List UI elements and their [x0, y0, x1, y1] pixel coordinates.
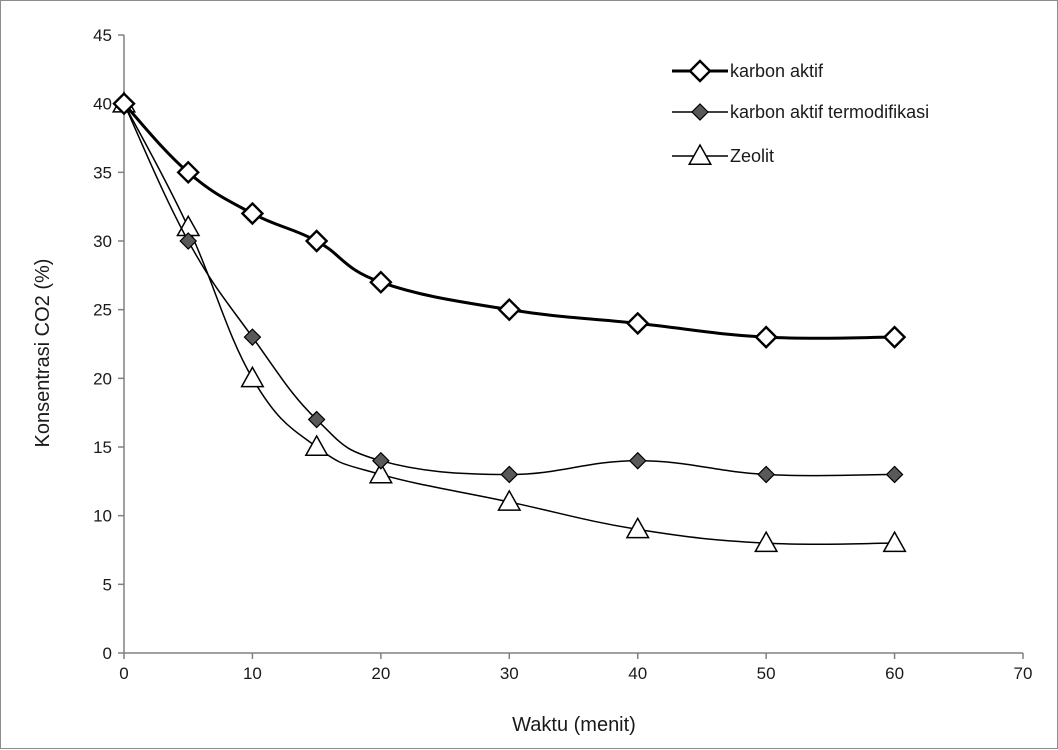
data-point	[369, 270, 393, 294]
y-tick-label: 45	[93, 26, 112, 45]
series-line	[122, 102, 895, 340]
x-tick-label: 20	[371, 664, 390, 683]
y-tick-label: 40	[93, 95, 112, 114]
data-point	[628, 451, 647, 470]
x-tick-label: 0	[119, 664, 128, 683]
y-tick-label: 15	[93, 438, 112, 457]
data-point	[625, 516, 650, 539]
data-point	[757, 465, 775, 484]
data-point	[240, 201, 265, 226]
data-point	[179, 232, 198, 250]
data-point	[497, 489, 522, 511]
legend-item: karbon aktif	[672, 59, 824, 83]
legend-label: karbon aktif	[730, 61, 824, 81]
legend-marker	[688, 59, 712, 83]
legend-marker	[687, 143, 713, 165]
data-point	[372, 451, 390, 470]
data-point	[754, 530, 779, 553]
data-point	[304, 229, 329, 253]
x-tick-label: 60	[885, 664, 904, 683]
y-tick-label: 10	[93, 507, 112, 526]
x-tick-label: 40	[628, 664, 647, 683]
data-point	[307, 410, 326, 429]
series-line	[123, 103, 895, 546]
x-tick-label: 70	[1014, 664, 1033, 683]
data-point	[176, 160, 200, 185]
data-point	[304, 434, 329, 456]
x-axis-title: Waktu (menit)	[512, 714, 636, 736]
data-point	[112, 91, 136, 116]
data-point	[882, 530, 907, 553]
y-tick-label: 20	[93, 369, 112, 388]
legend-marker	[691, 103, 709, 121]
series-lines	[111, 91, 907, 553]
series-karbon-aktif-termodifikasi	[115, 94, 904, 484]
y-tick-label: 5	[103, 575, 112, 594]
data-point	[882, 325, 907, 349]
data-point	[626, 311, 650, 336]
data-point	[368, 461, 393, 484]
x-tick-label: 10	[243, 664, 262, 683]
legend-item: Zeolit	[672, 143, 774, 166]
data-point	[754, 325, 778, 349]
x-tick-label: 30	[500, 664, 519, 683]
data-point	[885, 465, 904, 484]
series-line	[123, 103, 895, 477]
legend-label: Zeolit	[730, 146, 774, 166]
y-tick-label: 35	[93, 163, 112, 182]
x-tick-label: 50	[757, 664, 776, 683]
data-point	[240, 365, 265, 388]
data-point	[497, 297, 521, 322]
y-tick-label: 0	[103, 644, 112, 663]
data-point	[500, 465, 519, 484]
data-point	[243, 328, 262, 346]
y-tick-label: 30	[93, 232, 112, 251]
series-karbon-aktif	[112, 91, 907, 349]
legend-item: karbon aktif termodifikasi	[672, 102, 929, 122]
axes: 0 5 10 15 20 25 30 35 40 45 0 10 20 30 40 50 60 70	[93, 26, 1032, 683]
y-axis-title: Konsentrasi CO2 (%)	[32, 259, 54, 448]
legend-label: karbon aktif termodifikasi	[730, 102, 929, 122]
legend: karbon aktif karbon aktif termodifikasi Ze…	[672, 59, 929, 166]
y-tick-label: 25	[93, 301, 112, 320]
